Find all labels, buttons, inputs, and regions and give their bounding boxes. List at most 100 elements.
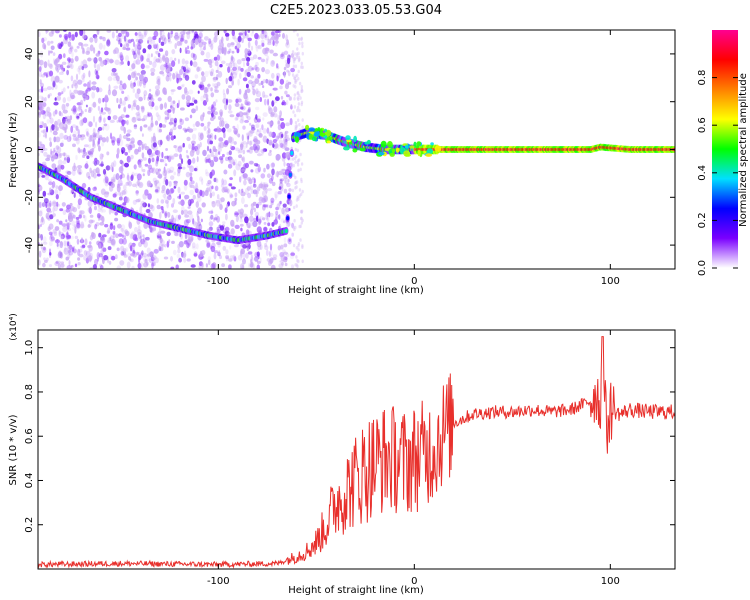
spectrogram-noise-speck <box>41 216 44 223</box>
spectrogram-noise-speck <box>147 44 152 50</box>
spectrogram-noise-speck <box>186 67 191 74</box>
spectrogram-noise-speck <box>141 107 145 113</box>
spectrogram-noise-speck <box>180 199 185 206</box>
spectrogram-noise-speck <box>268 139 273 146</box>
spectrogram-noise-speck <box>183 209 188 216</box>
spectrogram-noise-speck <box>44 259 48 263</box>
spectrogram-noise-speck <box>226 128 232 133</box>
spectrogram-noise-speck <box>232 66 238 72</box>
spectrogram-noise-speck <box>234 70 238 76</box>
spectrogram-noise-speck <box>173 145 177 149</box>
spectrogram-track-blob <box>352 148 358 153</box>
spectrogram-noise-speck <box>272 139 277 144</box>
spectrogram-noise-speck <box>274 30 280 34</box>
spectrogram-noise-speck <box>196 66 200 72</box>
spectrogram-noise-speck <box>201 202 206 208</box>
spectrogram-noise-speck <box>255 114 258 120</box>
spectrogram-noise-speck <box>226 151 230 156</box>
spectrogram-noise-speck <box>121 30 126 35</box>
spectrogram-noise-speck <box>169 76 172 82</box>
spectrogram-noise-speck <box>193 253 198 257</box>
spectrogram-noise-speck <box>210 40 215 45</box>
spectrogram-noise-speck <box>164 102 167 109</box>
spectrogram-noise-speck <box>282 32 285 39</box>
spectrogram-noise-speck <box>295 55 299 60</box>
spectrogram-noise-speck <box>168 180 172 187</box>
spectrogram-noise-speck <box>68 244 73 250</box>
spectrogram-noise-speck <box>91 91 96 99</box>
spectrogram-noise-speck <box>81 74 85 80</box>
spectrogram-noise-speck <box>186 136 191 142</box>
spectrogram-noise-speck <box>191 133 197 140</box>
spectrogram-noise-speck <box>40 143 45 150</box>
spectrogram-noise-speck <box>138 254 142 261</box>
spectrogram-noise-speck <box>214 89 219 93</box>
spectrogram-noise-speck <box>192 123 196 128</box>
spectrogram-ylabel: Frequency (Hz) <box>8 112 19 188</box>
spectrogram-noise-speck <box>120 165 123 172</box>
spectrogram-noise-speck <box>154 179 160 184</box>
spectrogram-noise-speck <box>211 191 215 197</box>
spectrogram-noise-speck <box>59 152 62 159</box>
spectrogram-xtick-label: 0 <box>411 276 417 287</box>
spectrogram-noise-speck <box>288 96 292 101</box>
spectrogram-noise-speck <box>52 206 55 214</box>
spectrogram-noise-speck <box>125 31 130 38</box>
spectrogram-noise-speck <box>94 72 99 78</box>
spectrogram-noise-speck <box>285 253 290 258</box>
spectrogram-noise-speck <box>122 83 127 90</box>
spectrogram-noise-speck <box>140 34 145 40</box>
spectrogram-noise-speck <box>190 264 196 268</box>
spectrogram-noise-speck <box>133 99 137 104</box>
spectrogram-noise-speck <box>218 156 224 161</box>
spectrogram-noise-speck <box>215 199 218 204</box>
spectrogram-noise-speck <box>242 140 247 145</box>
spectrogram-noise-speck <box>115 254 118 260</box>
spectrogram-noise-speck <box>284 90 288 95</box>
spectrogram-noise-speck <box>132 88 135 93</box>
spectrogram-noise-speck <box>111 166 114 173</box>
spectrogram-noise-speck <box>256 260 261 264</box>
spectrogram-noise-speck <box>243 61 245 68</box>
spectrogram-noise-speck <box>213 36 218 43</box>
spectrogram-noise-speck <box>261 42 265 47</box>
spectrogram-noise-speck <box>164 155 169 159</box>
spectrogram-noise-speck <box>123 254 128 258</box>
spectrogram-noise-speck <box>214 85 219 89</box>
spectrogram-noise-speck <box>125 43 130 48</box>
spectrogram-noise-speck <box>236 43 241 49</box>
spectrogram-noise-speck <box>139 261 144 269</box>
spectrogram-noise-speck <box>284 138 288 143</box>
spectrogram-noise-speck <box>190 39 194 47</box>
spectrogram-track-blob <box>314 131 320 136</box>
spectrogram-noise-speck <box>195 182 198 190</box>
spectrogram-noise-speck <box>227 163 233 169</box>
spectrogram-noise-speck <box>157 52 161 58</box>
spectrogram-noise-speck <box>231 50 235 54</box>
spectrogram-noise-speck <box>294 175 297 180</box>
spectrogram-noise-speck <box>247 108 251 113</box>
spectrogram-noise-speck <box>92 132 97 138</box>
spectrogram-noise-speck <box>93 143 96 149</box>
spectrogram-noise-speck <box>126 155 131 163</box>
spectrogram-noise-speck <box>263 221 267 225</box>
spectrogram-noise-speck <box>213 156 219 163</box>
spectrogram-noise-speck <box>102 59 106 65</box>
spectrogram-noise-speck <box>299 238 302 242</box>
spectrogram-noise-speck <box>38 233 41 239</box>
spectrogram-noise-speck <box>241 156 246 163</box>
spectrogram-track-blob <box>425 153 432 157</box>
spectrogram-noise-speck <box>123 106 126 113</box>
spectrogram-noise-speck <box>165 200 169 204</box>
spectrogram-noise-speck <box>155 160 159 167</box>
spectrogram-noise-speck <box>204 36 209 41</box>
spectrogram-noise-speck <box>247 251 253 255</box>
spectrogram-noise-speck <box>181 65 185 70</box>
spectrogram-noise-speck <box>49 240 53 247</box>
spectrogram-noise-speck <box>41 175 46 178</box>
spectrogram-noise-speck <box>139 235 142 243</box>
spectrogram-noise-speck <box>39 141 42 146</box>
spectrogram-noise-speck <box>80 60 84 68</box>
spectrogram-noise-speck <box>200 114 204 122</box>
spectrogram-noise-speck <box>233 255 237 262</box>
